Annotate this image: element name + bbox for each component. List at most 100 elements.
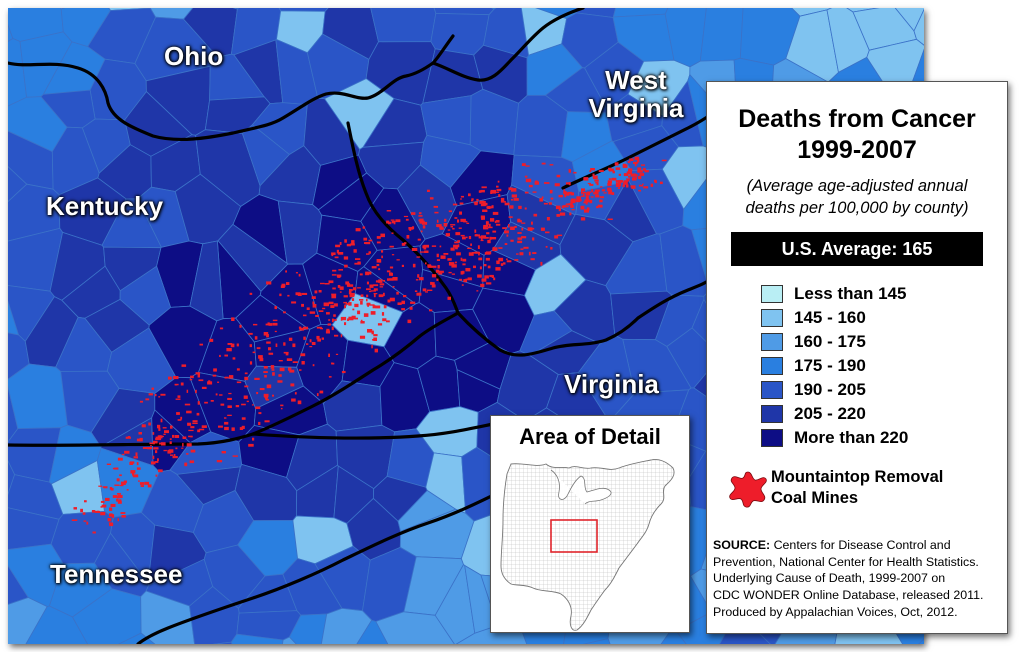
mine-site xyxy=(422,288,427,292)
border-ky-wv xyxy=(346,121,460,315)
mine-site xyxy=(416,292,422,296)
mine-site xyxy=(92,531,96,534)
mine-site xyxy=(563,189,565,192)
mine-site xyxy=(148,422,151,426)
mine-site xyxy=(190,435,193,438)
mine-site xyxy=(351,315,356,320)
mine-site xyxy=(636,159,640,163)
mine-site xyxy=(590,196,594,198)
mine-site xyxy=(279,293,282,297)
mine-site xyxy=(189,379,193,381)
mine-site xyxy=(504,243,508,245)
mine-site xyxy=(328,301,334,305)
mine-site xyxy=(632,178,637,181)
mine-site xyxy=(468,236,472,240)
mine-site xyxy=(459,211,462,215)
mine-site xyxy=(401,243,406,246)
county-polygon xyxy=(25,605,89,644)
mine-site xyxy=(524,191,529,194)
mine-site xyxy=(175,398,181,400)
mine-site xyxy=(554,235,559,239)
state-label-west-virginia: West Virginia xyxy=(586,66,686,122)
mine-site xyxy=(419,277,424,281)
mine-site xyxy=(101,504,107,508)
mine-site xyxy=(528,251,531,256)
mine-site xyxy=(550,197,554,200)
mine-site xyxy=(196,412,200,416)
legend-item-label: 190 - 205 xyxy=(794,380,866,399)
legend-item-label: More than 220 xyxy=(794,428,909,447)
mine-site xyxy=(396,259,400,261)
mine-site xyxy=(460,271,464,275)
mine-site xyxy=(299,369,302,371)
mine-site xyxy=(264,396,268,399)
border-tn-va xyxy=(251,421,500,440)
mine-site xyxy=(248,443,254,447)
mine-site xyxy=(484,252,490,255)
mine-site xyxy=(447,296,451,300)
mine-site xyxy=(197,401,200,405)
mine-site xyxy=(521,236,527,239)
mine-site xyxy=(348,284,354,287)
legend-title-line2: 1999-2007 xyxy=(797,136,917,164)
mine-site xyxy=(424,250,429,253)
mine-site xyxy=(561,205,564,209)
mine-site xyxy=(279,367,285,372)
great-lakes xyxy=(550,469,612,505)
mine-site xyxy=(392,277,398,281)
mine-site xyxy=(209,338,214,342)
state-label-west-virginia-line2: Virginia xyxy=(588,93,684,123)
mine-site xyxy=(568,182,571,186)
mine-site xyxy=(411,226,415,230)
mine-site xyxy=(236,343,239,347)
mine-site xyxy=(294,392,297,395)
mine-site xyxy=(138,480,140,482)
mine-site xyxy=(451,264,457,268)
mine-site xyxy=(192,420,198,423)
mine-site xyxy=(355,258,361,260)
border-ky-va xyxy=(251,311,460,436)
mine-site xyxy=(280,407,283,410)
legend-item-label: Less than 145 xyxy=(794,284,907,303)
mine-site xyxy=(439,227,444,230)
legend-swatch xyxy=(761,405,783,423)
mine-site xyxy=(255,406,261,410)
mine-site xyxy=(303,314,307,317)
mine-site xyxy=(351,298,355,301)
mine-site xyxy=(253,323,258,326)
mine-site xyxy=(429,197,434,200)
mine-site xyxy=(642,168,646,171)
legend-swatch xyxy=(761,357,783,375)
mine-site xyxy=(155,450,158,454)
mine-site xyxy=(286,358,293,361)
mine-site xyxy=(401,308,405,311)
mine-site xyxy=(487,226,493,229)
mine-site xyxy=(401,264,404,267)
mine-site xyxy=(126,489,129,491)
mine-site xyxy=(311,342,316,345)
mine-site xyxy=(497,180,500,183)
mine-site xyxy=(331,362,335,365)
mine-site xyxy=(534,181,539,185)
mine-site xyxy=(570,199,576,204)
mine-site xyxy=(157,435,163,439)
mine-site xyxy=(216,460,223,463)
county-polygon xyxy=(118,632,156,644)
mine-site xyxy=(343,301,347,304)
source-text-4: CDC WONDER Online Database, released 201… xyxy=(713,587,984,602)
mine-site xyxy=(546,217,550,221)
border-tn-nc xyxy=(136,486,510,644)
mine-site xyxy=(528,184,533,188)
mine-site xyxy=(109,513,113,517)
mine-site xyxy=(387,299,391,303)
mine-site xyxy=(130,470,136,474)
mine-site xyxy=(227,405,232,408)
mine-site xyxy=(83,520,87,522)
mine-site xyxy=(550,247,553,250)
mine-site xyxy=(483,224,489,227)
mine-site xyxy=(388,278,394,281)
mine-site xyxy=(366,288,371,291)
mine-site xyxy=(116,478,120,482)
mine-site xyxy=(136,462,139,466)
mine-site xyxy=(598,170,604,172)
